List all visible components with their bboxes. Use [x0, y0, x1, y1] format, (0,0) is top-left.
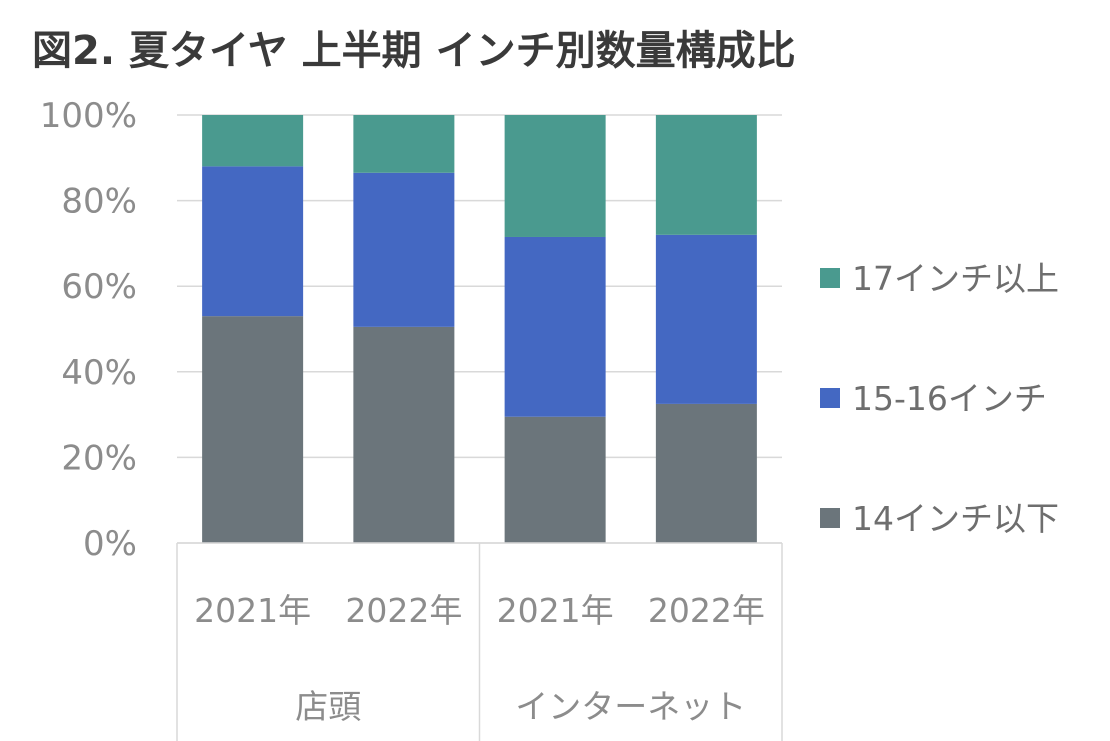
x-group-label: インターネット	[515, 687, 746, 726]
legend-label: 15-16インチ	[852, 379, 1047, 418]
bar-segment	[655, 403, 757, 543]
y-tick-label: 40%	[61, 353, 137, 393]
legend-label: 17インチ以上	[852, 259, 1059, 298]
legend-swatch	[820, 388, 840, 408]
legend-swatch	[820, 268, 840, 288]
x-group-label: 店頭	[295, 687, 361, 726]
y-tick-label: 100%	[40, 96, 137, 136]
bar-segment	[353, 172, 455, 327]
y-tick-label: 0%	[83, 524, 137, 564]
bar-segment	[202, 115, 304, 167]
bar-segment	[655, 234, 757, 404]
y-tick-label: 80%	[61, 182, 137, 222]
y-tick-label: 20%	[61, 438, 137, 478]
legend: 17インチ以上 15-16インチ 14インチ以下	[820, 259, 1059, 538]
bar-segment	[504, 115, 606, 237]
chart-title: 図2. 夏タイヤ 上半期 インチ別数量構成比	[32, 28, 796, 74]
legend-swatch	[820, 508, 840, 528]
bar-segment	[202, 166, 304, 317]
x-tick-label: 2021年	[497, 591, 614, 630]
bar-segment	[353, 326, 455, 543]
bars	[202, 115, 757, 543]
bar-segment	[353, 115, 455, 173]
bar-segment	[504, 236, 606, 417]
bar-segment	[202, 316, 304, 543]
x-tick-label: 2022年	[345, 591, 462, 630]
y-tick-label: 60%	[61, 267, 137, 307]
y-axis: 0% 20% 40% 60% 80% 100%	[40, 96, 137, 564]
bar-segment	[504, 416, 606, 543]
x-tick-label: 2021年	[194, 591, 311, 630]
legend-label: 14インチ以下	[852, 499, 1059, 538]
bar-segment	[655, 115, 757, 235]
x-tick-label: 2022年	[648, 591, 765, 630]
